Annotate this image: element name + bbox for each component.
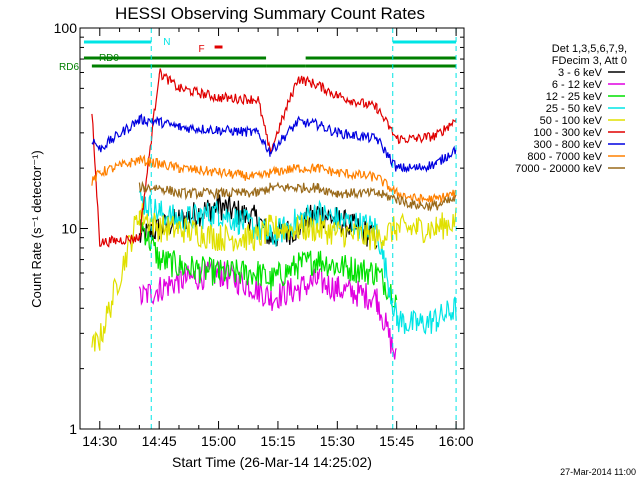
series-line (138, 219, 398, 309)
y-tick-label: 1 (69, 421, 77, 437)
flag-label: RD0 (99, 53, 119, 64)
series-line (138, 260, 397, 360)
flag-label: F (198, 44, 204, 55)
y-tick-label: 10 (61, 221, 77, 237)
x-tick-label: 15:45 (379, 433, 414, 449)
legend-entry-label: 3 - 6 keV (558, 67, 603, 79)
series-line (91, 113, 457, 174)
flag-label: RD6 (59, 62, 79, 73)
x-axis-title: Start Time (26-Mar-14 14:25:02) (172, 454, 372, 470)
series-line (138, 180, 457, 212)
x-tick-label: 14:45 (142, 433, 177, 449)
legend-entry-label: 7000 - 20000 keV (515, 163, 603, 175)
flag-layer: N F RD0 RD6 (59, 28, 457, 429)
timestamp-label: 27-Mar-2014 11:00 (560, 467, 636, 477)
x-tick-label: 15:15 (260, 433, 295, 449)
series-line (91, 203, 457, 352)
chart-title: HESSI Observing Summary Count Rates (115, 4, 425, 23)
series-line (91, 154, 457, 205)
series-layer (91, 68, 457, 360)
legend-entry-label: 300 - 800 keV (534, 139, 603, 151)
legend-entry-label: 6 - 12 keV (552, 79, 603, 91)
x-tick-label: 16:00 (439, 433, 474, 449)
legend-header: Det 1,3,5,6,7,9, (552, 43, 627, 55)
legend-entry-label: 12 - 25 keV (546, 91, 603, 103)
legend-entry-label: 100 - 300 keV (534, 127, 603, 139)
legend-entry-label: 25 - 50 keV (546, 103, 603, 115)
legend-entry-label: 50 - 100 keV (540, 115, 603, 127)
y-tick-label: 100 (54, 20, 78, 36)
x-tick-label: 15:00 (201, 433, 236, 449)
legend: Det 1,3,5,6,7,9,FDecim 3, Att 03 - 6 keV… (515, 43, 627, 175)
x-tick-label: 15:30 (320, 433, 355, 449)
x-tick-label: 14:30 (82, 433, 117, 449)
legend-entry-label: 800 - 7000 keV (527, 151, 602, 163)
flag-label: N (163, 37, 170, 48)
y-axis-title: Count Rate (s⁻¹ detector⁻¹) (29, 150, 44, 308)
legend-header: FDecim 3, Att 0 (552, 55, 627, 67)
tick-layer: 14:30 14:45 15:00 15:15 15:30 15:45 16:00 1 10 10… (54, 20, 474, 449)
